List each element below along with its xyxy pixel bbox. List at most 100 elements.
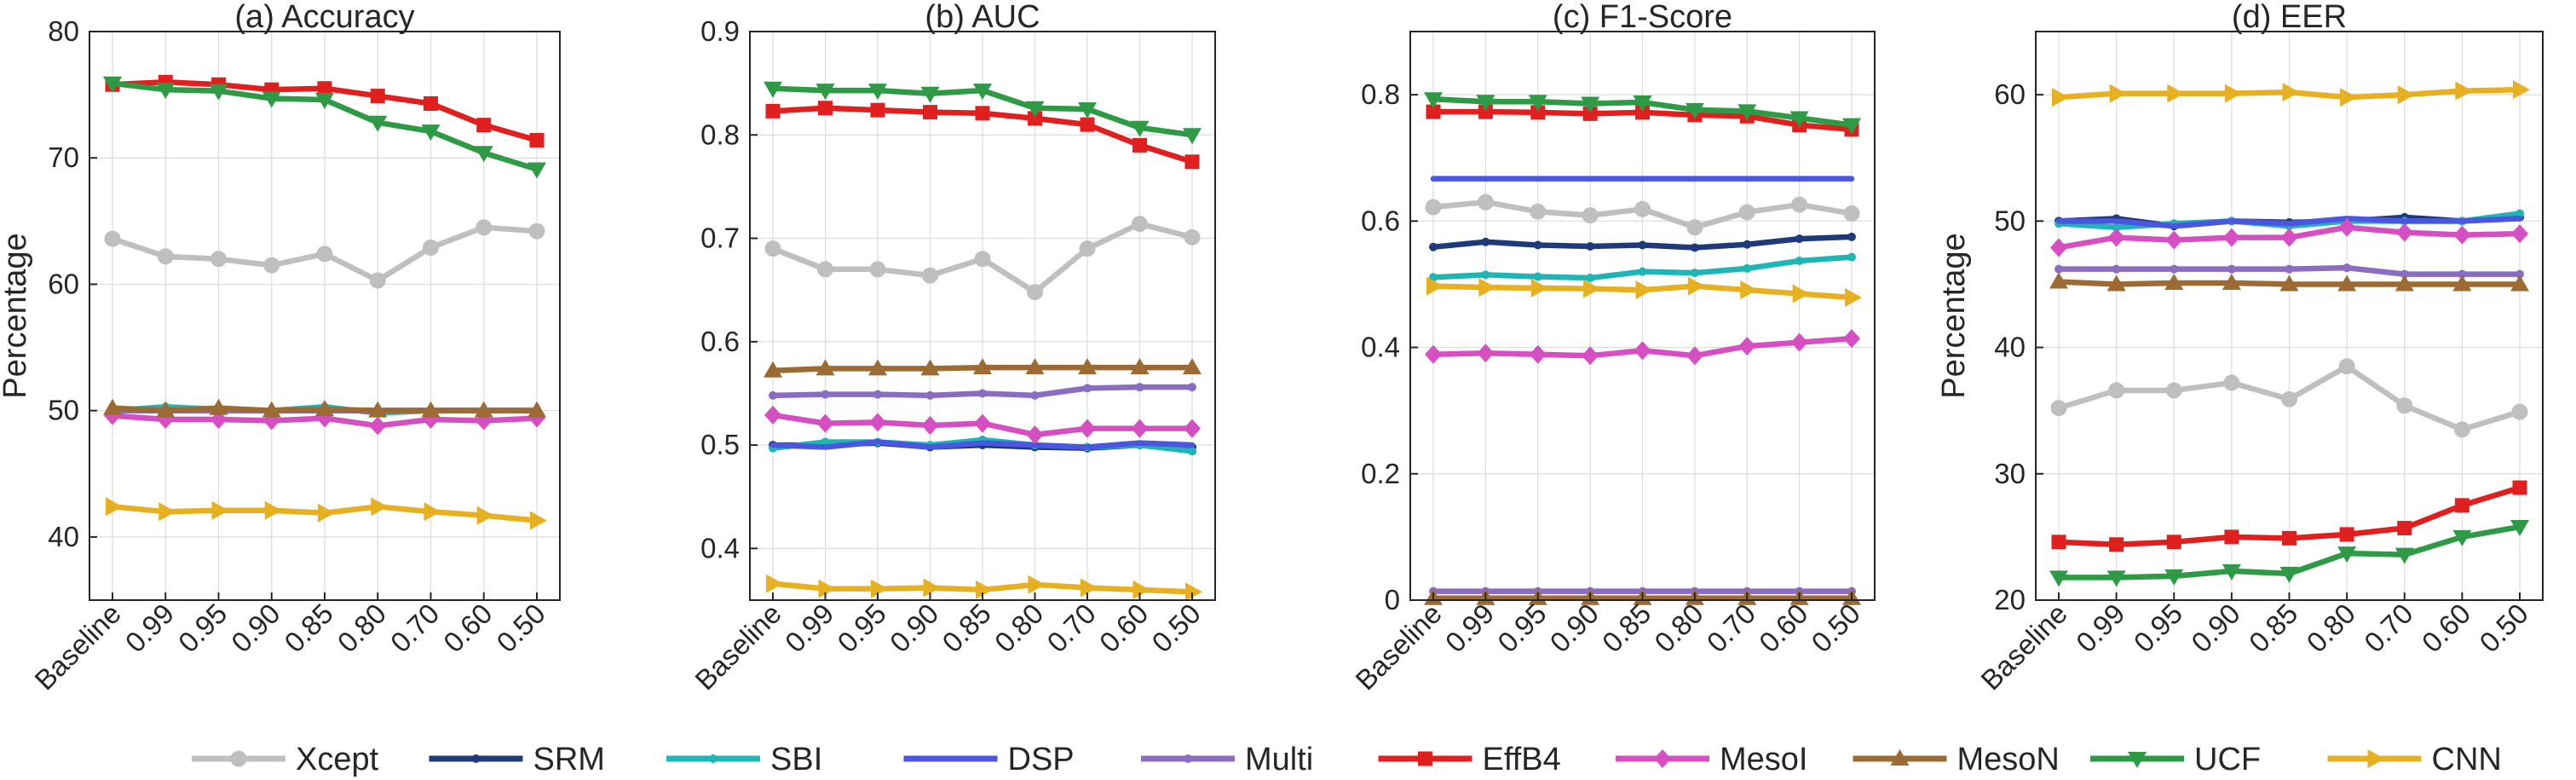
data-point-effb4 — [2454, 498, 2469, 513]
data-point-effb4 — [765, 103, 781, 118]
data-point-ucf — [973, 84, 992, 101]
data-point-xcept — [1079, 240, 1096, 257]
y-tick-label: 80 — [48, 15, 79, 47]
data-point-ucf — [1424, 92, 1443, 109]
data-point-cnn — [1132, 580, 1150, 599]
data-point-effb4 — [370, 89, 385, 104]
data-point-xcept — [316, 246, 333, 263]
data-point-srm — [1743, 240, 1752, 249]
data-point-effb4 — [476, 118, 492, 133]
data-point-cnn — [1530, 278, 1548, 298]
data-point-xcept — [869, 261, 886, 278]
x-tick-label: 0.99 — [1439, 598, 1501, 659]
x-tick-label: 0.99 — [779, 598, 840, 659]
data-point-cnn — [530, 511, 547, 530]
x-tick-label: 0.85 — [2243, 598, 2304, 659]
data-point-cnn — [2052, 88, 2069, 107]
data-point-mesoi — [1843, 329, 1860, 349]
data-point-meson — [2510, 274, 2529, 292]
data-point-xcept — [922, 267, 938, 284]
y-tick-label: 0 — [1385, 584, 1400, 615]
data-point-xcept — [2223, 374, 2240, 391]
data-point-srm — [1795, 234, 1804, 244]
legend-label: Xcept — [296, 742, 379, 777]
y-tick-label: 0.4 — [700, 532, 740, 563]
data-point-effb4 — [2397, 521, 2412, 536]
data-point-ucf — [1476, 95, 1495, 112]
data-point-sbi — [1481, 270, 1490, 280]
data-point-cnn — [2513, 80, 2530, 100]
x-tick-label: 0.50 — [1805, 598, 1866, 659]
data-point-ucf — [2452, 529, 2472, 546]
y-tick-label: 40 — [48, 521, 79, 552]
data-point-sbi — [1188, 447, 1196, 456]
data-point-xcept — [1530, 203, 1547, 220]
data-point-sbi — [1743, 263, 1752, 273]
data-point-mesoi — [2165, 230, 2183, 250]
data-point-mesoi — [1790, 332, 1808, 352]
y-axis-label: Percentage — [0, 233, 33, 398]
data-point-cnn — [976, 580, 993, 599]
data-point-cnn — [264, 500, 282, 520]
data-point-meson — [920, 359, 940, 376]
series-ucf — [103, 76, 546, 179]
data-point-xcept — [817, 261, 833, 278]
data-point-srm — [1481, 237, 1490, 246]
data-point-ucf — [1183, 128, 1202, 145]
data-point-cnn — [424, 502, 441, 522]
series-meson — [764, 358, 1202, 378]
y-tick-label: 30 — [1994, 458, 2026, 489]
data-point-ucf — [1581, 96, 1600, 113]
data-point-xcept — [2281, 390, 2297, 407]
data-point-ucf — [1789, 111, 1809, 128]
series-multi — [769, 383, 1196, 400]
data-point-multi — [769, 390, 777, 400]
x-tick-label: 0.85 — [278, 598, 339, 659]
data-point-meson — [262, 401, 281, 418]
data-point-mesoi — [1582, 346, 1599, 366]
data-point-ucf — [2049, 570, 2068, 587]
data-point-xcept — [528, 222, 545, 240]
data-point-meson — [815, 359, 835, 376]
data-point-xcept — [1738, 204, 1755, 221]
data-point-srm — [1847, 232, 1856, 241]
data-point-meson — [527, 401, 546, 418]
data-point-xcept — [1634, 200, 1651, 217]
data-point-mesoi — [974, 413, 991, 433]
data-point-meson — [973, 358, 992, 375]
legend-label: SRM — [533, 742, 605, 777]
data-point-xcept — [2396, 397, 2413, 414]
legend-label: MesoI — [1720, 742, 1807, 777]
data-point-meson — [1025, 358, 1045, 375]
x-tick-label: 0.80 — [988, 598, 1050, 659]
data-point-meson — [2222, 273, 2241, 290]
y-tick-label: 50 — [1994, 205, 2026, 236]
data-point-ucf — [2394, 547, 2414, 564]
data-point-effb4 — [2166, 534, 2181, 550]
data-point-meson — [156, 401, 176, 418]
data-point-effb4 — [2282, 530, 2297, 546]
x-tick-label: 0.95 — [1491, 598, 1553, 659]
series-srm — [1429, 232, 1856, 252]
legend-label: MesoN — [1957, 742, 2060, 777]
legend-item-ucf: UCF — [2090, 742, 2261, 777]
data-point-ucf — [1130, 120, 1150, 137]
data-point-mesoi — [2280, 228, 2298, 247]
data-point-cnn — [2224, 84, 2242, 103]
chart-panel-c-f1-score: 00.20.40.60.8Baseline0.990.950.900.850.8… — [1349, 0, 1876, 696]
legend-marker-swatch — [1418, 751, 1432, 766]
data-point-ucf — [1528, 95, 1547, 112]
data-point-mesoi — [1634, 341, 1651, 361]
data-point-ucf — [868, 84, 887, 101]
data-point-cnn — [923, 578, 941, 598]
legend-item-meson: MesoN — [1853, 742, 2060, 777]
data-point-ucf — [2279, 566, 2299, 583]
data-point-xcept — [2050, 400, 2067, 417]
legend: Xcept SRM SBI DSP Multi EffB4 MesoI MesoN UCF CNN — [192, 742, 2502, 777]
series-line-dsp — [2055, 216, 2523, 229]
legend-marker-swatch — [2367, 749, 2385, 768]
x-tick-label: 0.85 — [936, 598, 997, 659]
legend-label: UCF — [2194, 742, 2261, 777]
legend-item-multi: Multi — [1141, 742, 1313, 777]
